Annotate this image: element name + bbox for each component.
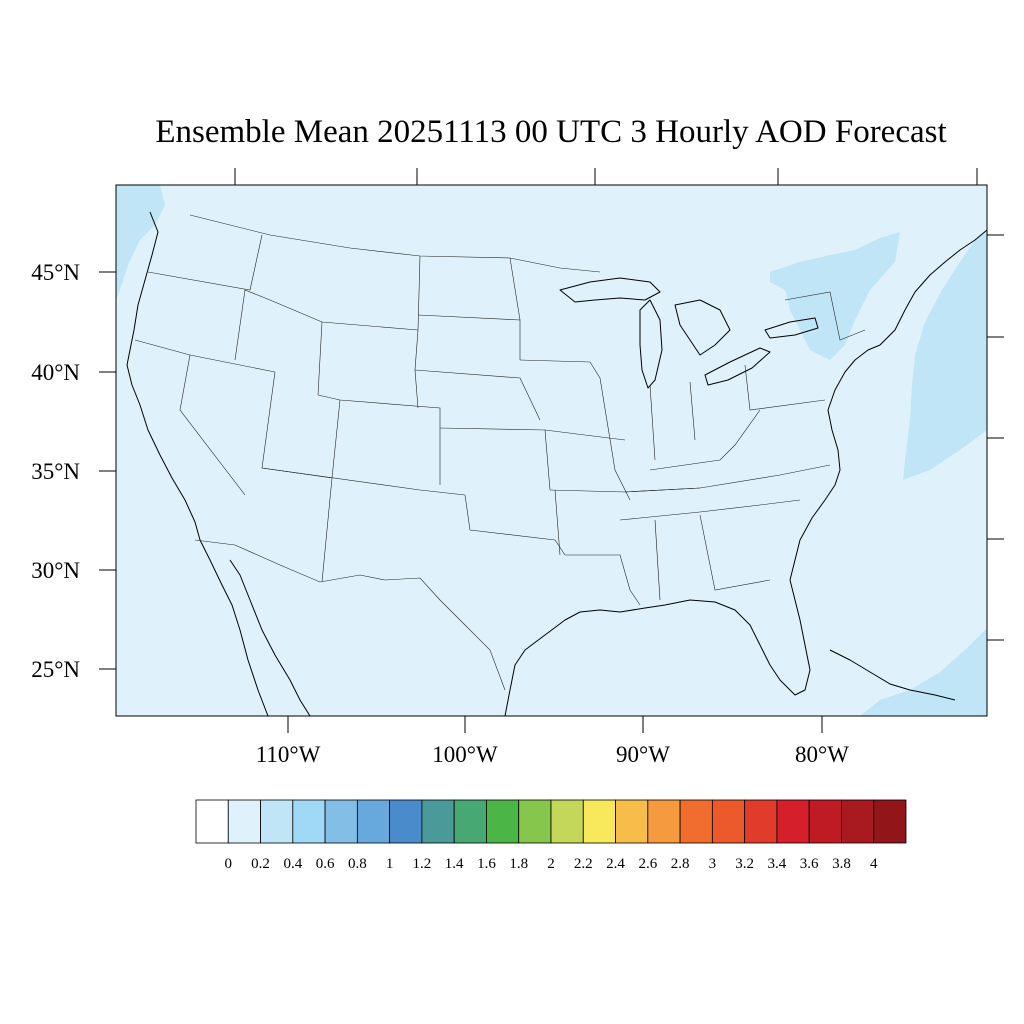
colorbar-swatch	[292, 799, 326, 844]
colorbar-swatch	[195, 799, 229, 844]
colorbar-label: 4	[870, 856, 878, 872]
colorbar-label: 3.6	[800, 856, 819, 872]
map-panel	[116, 185, 987, 716]
colorbar-label: 0.2	[251, 856, 270, 872]
colorbar-label: 3.8	[832, 856, 851, 872]
colorbar-swatch	[647, 799, 681, 844]
colorbar-label: 1.6	[477, 856, 496, 872]
lon-label: 100°W	[432, 742, 498, 767]
colorbar-swatch	[356, 799, 391, 844]
colorbar-label: 1	[386, 856, 394, 872]
colorbar-swatch	[776, 799, 810, 844]
aod-region-atlantic-offshore	[903, 230, 987, 480]
colorbar-label: 0	[225, 856, 233, 872]
colorbar-swatch	[260, 799, 294, 844]
colorbar-swatch	[389, 799, 423, 844]
colorbar-swatch	[873, 799, 907, 844]
aod-region-ontario-new-york	[770, 232, 900, 360]
colorbar-swatch	[227, 799, 261, 844]
colorbar-label: 1.8	[509, 856, 528, 872]
map-frame	[115, 184, 988, 717]
colorbar-swatch	[421, 799, 455, 844]
colorbar-label: 0.6	[316, 856, 335, 872]
colorbar-swatch	[808, 799, 842, 844]
aod-region-pacific-northwest	[116, 185, 165, 300]
lon-label: 110°W	[256, 742, 321, 767]
lat-label: 25°N	[31, 657, 80, 682]
colorbar-label: 1.2	[413, 856, 432, 872]
lon-label: 80°W	[795, 742, 849, 767]
latitude-labels: 45°N 40°N 35°N 30°N 25°N	[31, 260, 80, 682]
colorbar-label: 2.2	[574, 856, 593, 872]
colorbar-label: 2.8	[671, 856, 690, 872]
top-ticks	[234, 168, 978, 185]
colorbar-label: 2	[547, 856, 555, 872]
colorbar-label: 0.4	[283, 856, 302, 872]
colorbar-label: 1.4	[445, 856, 464, 872]
colorbar-swatch	[518, 799, 552, 844]
right-ticks	[987, 234, 1004, 641]
lon-label: 90°W	[616, 742, 670, 767]
colorbar-swatch	[582, 799, 616, 844]
colorbar-swatch	[324, 799, 358, 844]
colorbar-swatch	[615, 799, 649, 844]
colorbar-swatch	[841, 799, 875, 844]
longitude-labels: 110°W 100°W 90°W 80°W	[256, 742, 850, 767]
colorbar-swatch	[486, 799, 520, 844]
colorbar-label: 3.4	[768, 856, 787, 872]
colorbar-swatch	[679, 799, 713, 844]
colorbar-label: 0.8	[348, 856, 367, 872]
lat-label: 40°N	[31, 360, 80, 385]
colorbar: 0 0.2 0.4 0.6 0.8 1 1.2 1.4 1.6 1.8 2 2.2 2.4 2.6 2.8 3…	[195, 799, 907, 872]
colorbar-swatch	[744, 799, 778, 844]
lat-label: 45°N	[31, 260, 80, 285]
colorbar-swatch	[711, 799, 746, 844]
coastlines	[126, 211, 987, 716]
left-ticks	[99, 271, 116, 670]
colorbar-label: 2.6	[638, 856, 657, 872]
political-borders	[134, 214, 866, 691]
map-title: Ensemble Mean 20251113 00 UTC 3 Hourly A…	[155, 114, 946, 150]
colorbar-label: 3	[709, 856, 717, 872]
colorbar-label: 2.4	[606, 856, 625, 872]
colorbar-swatch	[453, 799, 487, 844]
lat-label: 30°N	[31, 558, 80, 583]
lat-label: 35°N	[31, 459, 80, 484]
colorbar-swatch	[550, 799, 584, 844]
bottom-ticks	[287, 716, 823, 733]
colorbar-label: 3.2	[735, 856, 754, 872]
aod-region-caribbean	[860, 628, 987, 716]
